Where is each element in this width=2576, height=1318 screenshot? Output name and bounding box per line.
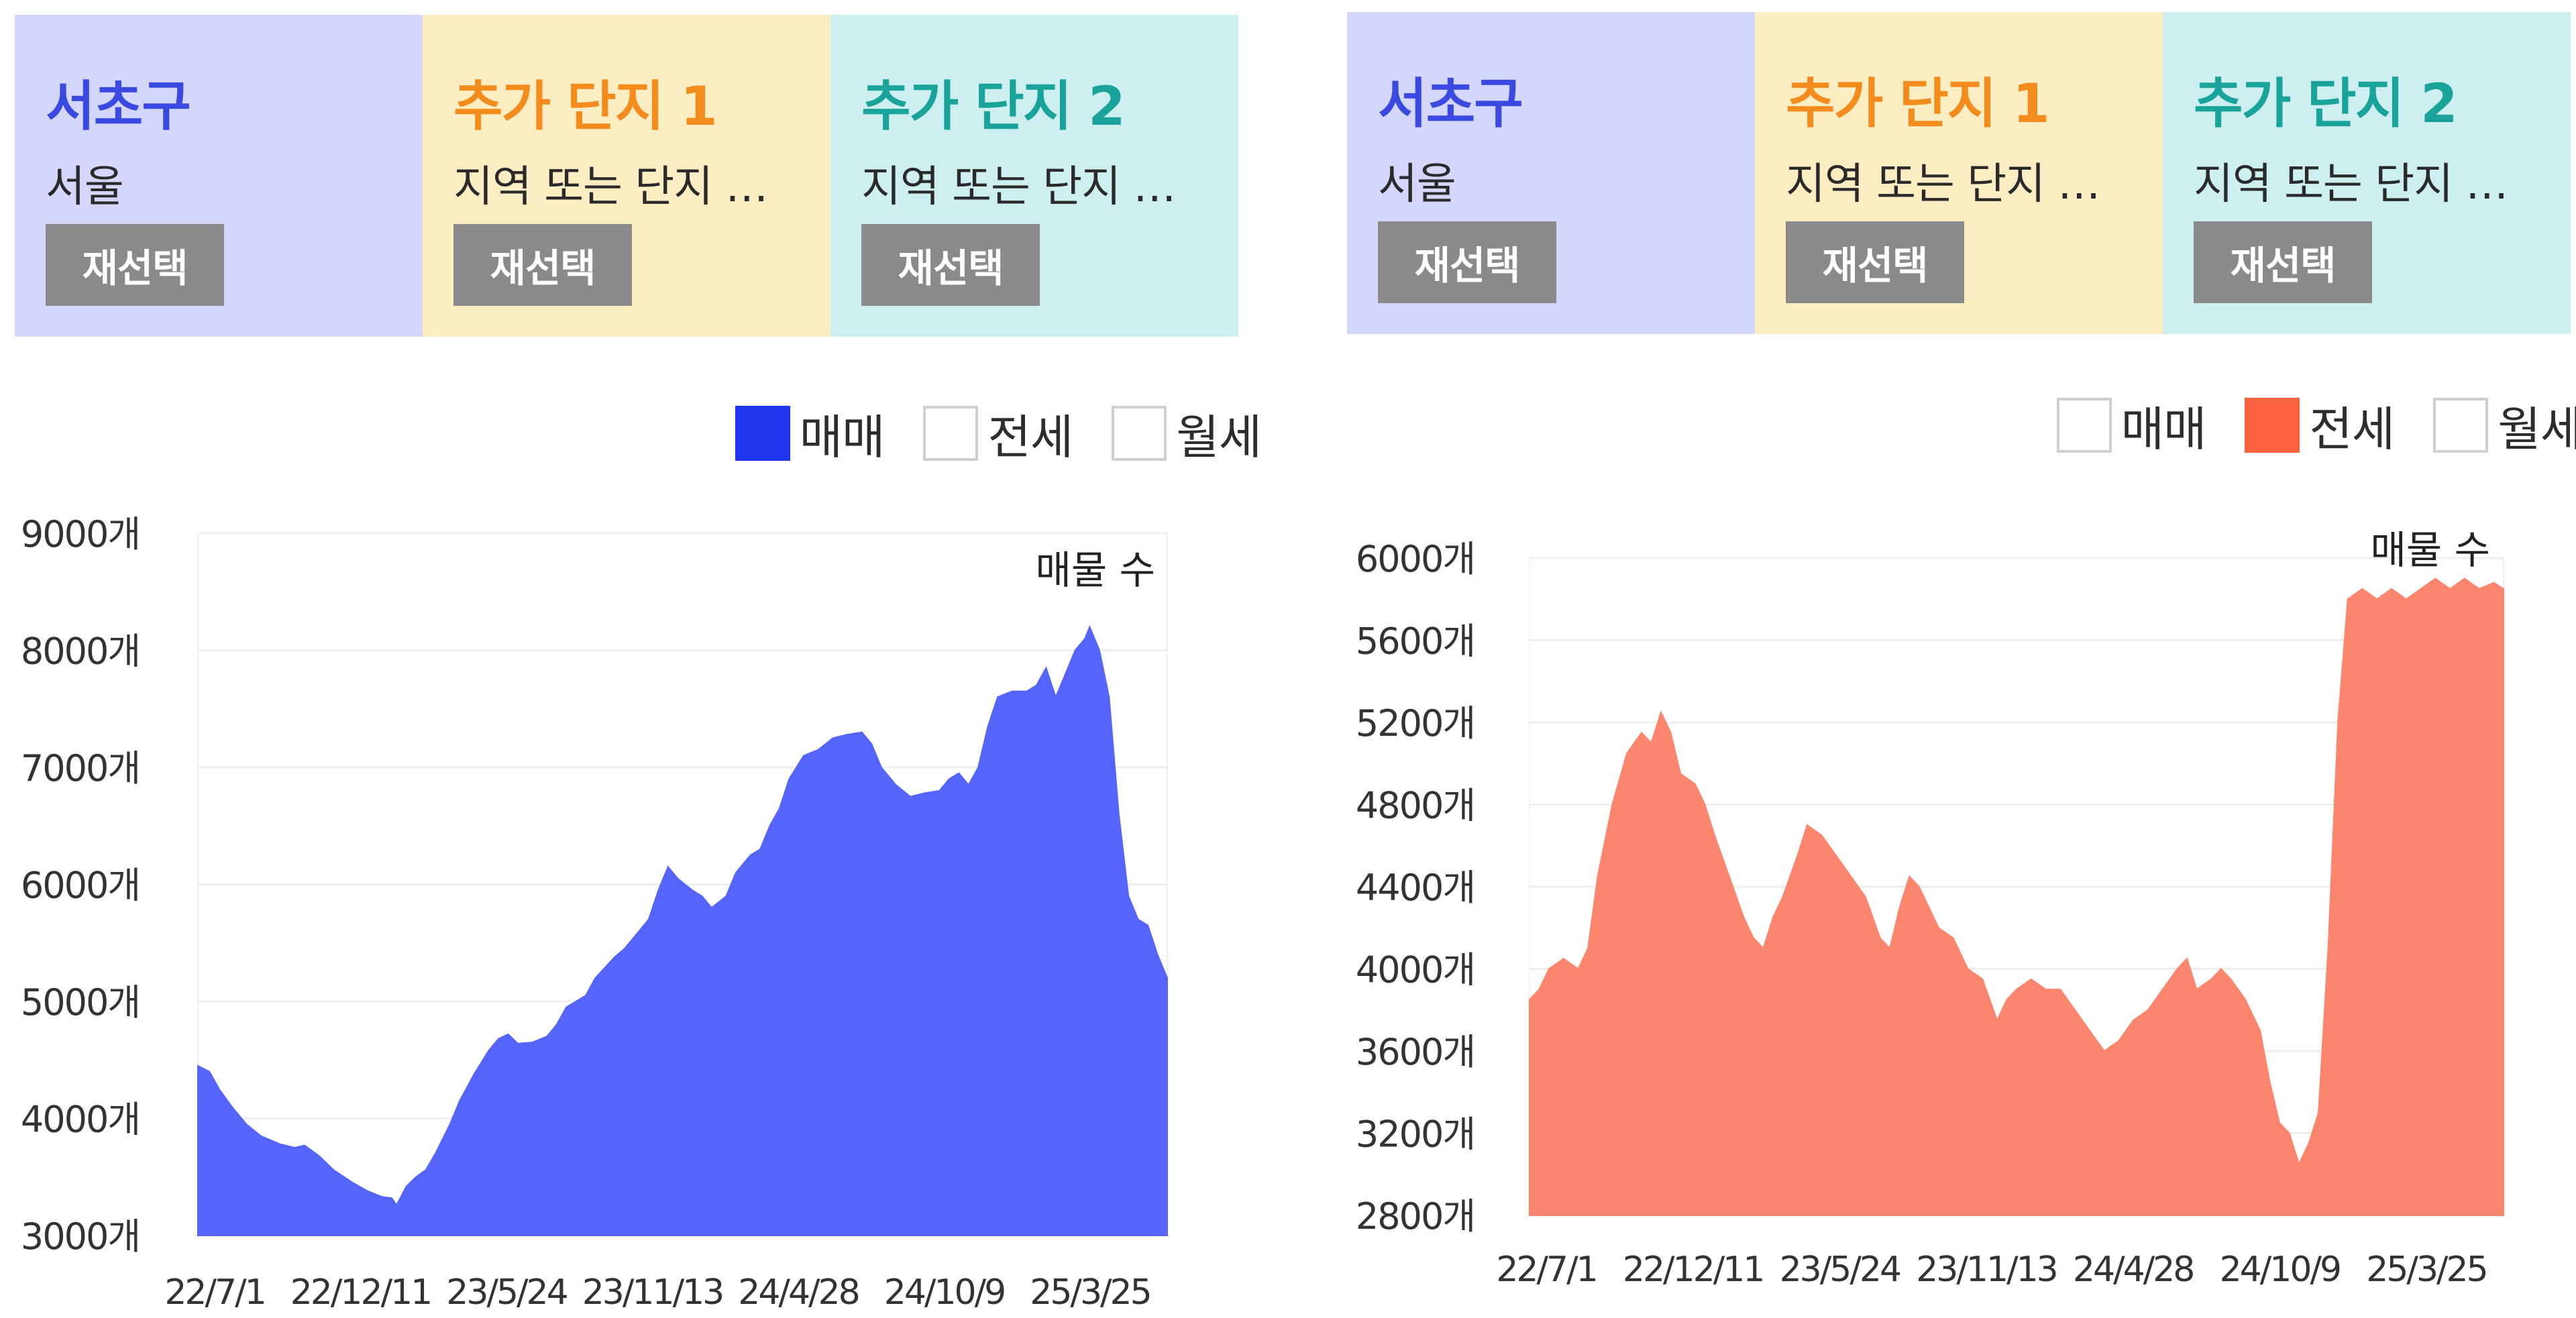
legend-checkbox[interactable] [2433,398,2489,453]
card-subtitle: 서울 [46,162,124,212]
y-tick-label: 3000개 [21,1215,140,1258]
card-subtitle: 지역 또는 단지 … [1786,160,2100,209]
y-tick-label: 4000개 [21,1099,140,1141]
x-tick-label: 25/3/25 [1030,1272,1150,1313]
jeonse-listings-chart: 2800개 3200개 3600개 4000개 4400개 4800개 5200개 5600개… [1356,527,2504,1290]
legend-label: 매매 [799,409,885,465]
reselect-button[interactable]: 재선택 [1378,221,1556,303]
legend-item-jeonse[interactable]: 전세 [2245,392,2395,459]
y-tick-label: 3200개 [1356,1113,1474,1156]
y-tick-label: 9000개 [21,513,140,555]
legend-item-monthly-rent[interactable]: 월세 [2433,392,2576,459]
y-tick-label: 3600개 [1356,1031,1474,1073]
legend-label: 전세 [2309,401,2395,457]
reselect-button[interactable]: 재선택 [46,224,224,306]
y-tick-label: 6000개 [21,865,140,907]
x-tick-label: 23/5/24 [1780,1250,1900,1290]
area-series [1529,578,2504,1216]
card-title: 서초구 [1378,72,1523,135]
reselect-button[interactable]: 재선택 [2194,221,2372,303]
card-extra-complex-2: 추가 단지 2 지역 또는 단지 … 재선택 [2163,12,2571,334]
chart-annotation: 매물 수 [1035,547,1155,593]
card-title: 추가 단지 2 [861,75,1126,138]
card-subtitle: 지역 또는 단지 … [453,162,768,212]
y-tick-label: 5000개 [21,981,140,1024]
x-tick-label: 23/5/24 [446,1272,567,1313]
card-subtitle: 지역 또는 단지 … [2194,160,2508,209]
legend-label: 전세 [987,409,1073,465]
x-tick-label: 24/4/28 [738,1272,858,1313]
left-panel: 서초구 서울 재선택 추가 단지 1 지역 또는 단지 … 재선택 추가 단지 … [0,0,1262,1318]
reselect-button[interactable]: 재선택 [1786,221,1964,303]
card-seocho: 서초구 서울 재선택 [15,15,423,337]
card-extra-complex-2: 추가 단지 2 지역 또는 단지 … 재선택 [830,15,1238,337]
legend-checkbox[interactable] [2056,398,2112,453]
card-extra-complex-1: 추가 단지 1 지역 또는 단지 … 재선택 [423,15,830,337]
y-tick-label: 4000개 [1356,949,1474,991]
card-seocho: 서초구 서울 재선택 [1347,12,1755,334]
x-tick-label: 22/7/1 [1496,1250,1596,1290]
legend-item-sale[interactable]: 매매 [2056,392,2207,459]
reselect-button[interactable]: 재선택 [453,224,632,306]
y-tick-label: 4400개 [1356,867,1474,909]
card-title: 추가 단지 1 [1786,72,2050,135]
legend: 매매 전세 월세 [696,400,1262,468]
x-tick-label: 24/10/9 [2220,1250,2340,1290]
x-tick-label: 25/3/25 [2366,1250,2486,1290]
x-tick-label: 23/11/13 [582,1272,723,1313]
y-tick-label: 4800개 [1356,785,1474,827]
y-tick-label: 5600개 [1356,620,1474,663]
right-panel: 서초구 서울 재선택 추가 단지 1 지역 또는 단지 … 재선택 추가 단지 … [1335,0,2576,1318]
x-tick-label: 24/4/28 [2073,1250,2193,1290]
sale-listings-chart: 3000개 4000개 5000개 6000개 7000개 8000개 9000개 22/7/… [21,513,1168,1313]
legend-label: 월세 [1176,409,1262,465]
selection-cards: 서초구 서울 재선택 추가 단지 1 지역 또는 단지 … 재선택 추가 단지 … [15,15,1238,337]
card-extra-complex-1: 추가 단지 1 지역 또는 단지 … 재선택 [1755,12,2163,334]
x-tick-label: 23/11/13 [1916,1250,2057,1290]
legend-item-monthly-rent[interactable]: 월세 [1112,400,1262,468]
legend-label: 월세 [2498,401,2576,457]
y-tick-label: 2800개 [1356,1195,1474,1238]
legend-checkbox[interactable] [2245,398,2300,453]
legend-item-jeonse[interactable]: 전세 [923,400,1073,468]
card-title: 서초구 [46,75,191,138]
card-subtitle: 지역 또는 단지 … [861,162,1176,212]
reselect-button[interactable]: 재선택 [861,224,1040,306]
selection-cards: 서초구 서울 재선택 추가 단지 1 지역 또는 단지 … 재선택 추가 단지 … [1347,12,2571,334]
legend-item-sale[interactable]: 매매 [735,400,885,468]
y-tick-label: 6000개 [1356,538,1474,580]
legend-label: 매매 [2121,401,2207,457]
x-tick-label: 22/12/11 [290,1272,431,1313]
x-tick-label: 22/7/1 [164,1272,264,1313]
card-subtitle: 서울 [1378,160,1456,209]
x-tick-label: 24/10/9 [884,1272,1004,1313]
legend-checkbox[interactable] [735,406,790,461]
y-tick-label: 7000개 [21,747,140,789]
card-title: 추가 단지 1 [453,75,718,138]
x-tick-label: 22/12/11 [1623,1250,1764,1290]
chart-annotation: 매물 수 [2370,527,2490,573]
card-title: 추가 단지 2 [2194,72,2458,135]
legend-checkbox[interactable] [1112,406,1167,461]
legend: 매매 전세 월세 [2018,392,2576,459]
area-series [197,624,1168,1236]
legend-checkbox[interactable] [923,406,979,461]
y-tick-label: 8000개 [21,630,140,673]
y-tick-label: 5200개 [1356,702,1474,745]
